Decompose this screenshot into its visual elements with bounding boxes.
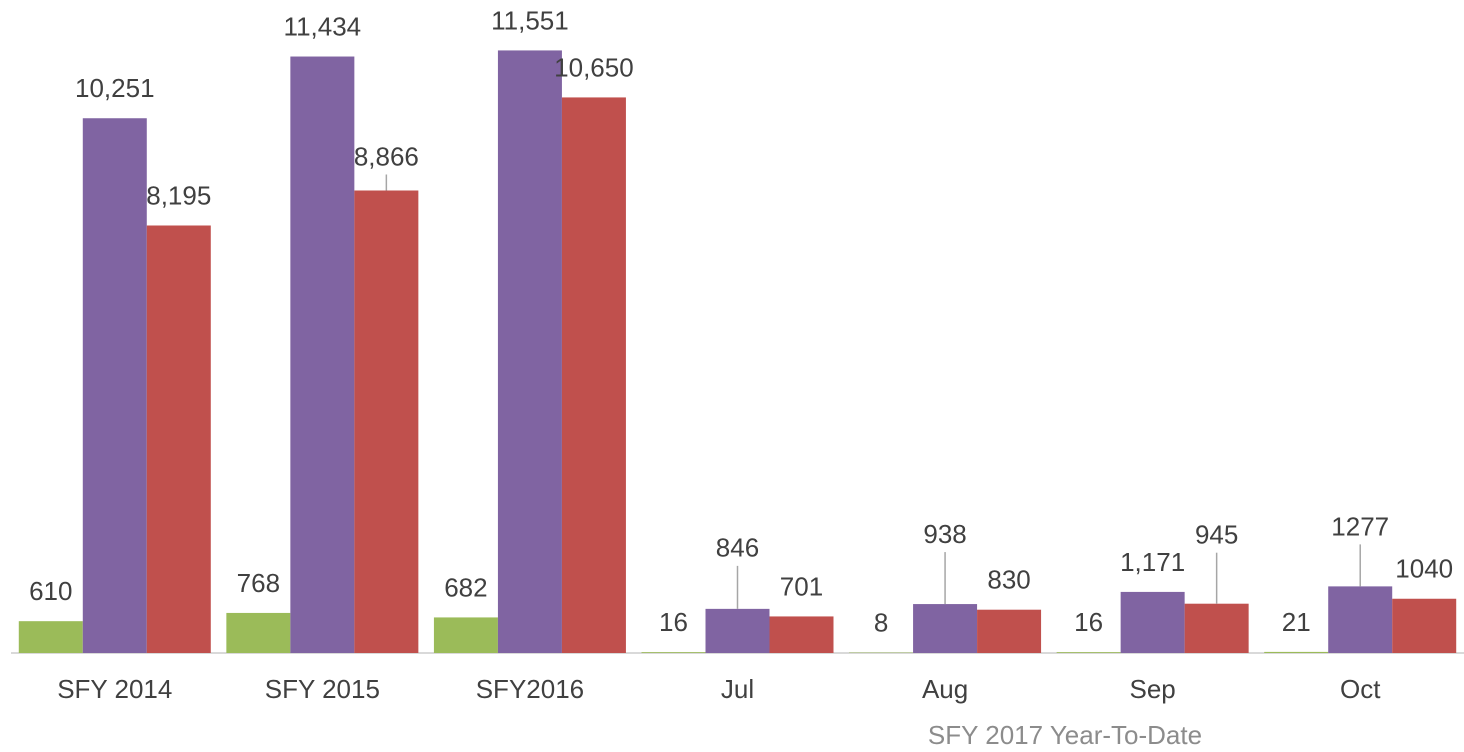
bar [769,616,834,653]
value-label: 938 [923,519,966,549]
bar [1184,603,1249,653]
bar [641,652,706,653]
value-label: 8,195 [146,180,211,210]
value-label: 1277 [1331,511,1389,541]
bar [497,50,562,653]
bar [1328,586,1393,653]
value-label: 8 [874,607,888,637]
value-label: 11,551 [491,5,569,35]
bar [226,612,291,653]
bar [1392,598,1457,653]
bar [561,97,626,654]
bar [290,56,355,654]
value-label: 8,866 [354,141,419,171]
value-label: 21 [1282,607,1311,637]
value-label: 16 [1074,607,1103,637]
x-tick-label: Jul [721,674,754,704]
bar [354,190,419,653]
value-label: 945 [1195,520,1238,550]
bar [913,604,978,653]
x-tick-label: Oct [1340,674,1381,704]
bar [18,621,83,653]
x-tick-label: SFY2016 [476,674,584,704]
bar [705,608,770,653]
bar [1120,591,1185,653]
value-label: 10,251 [75,73,155,103]
value-label: 1,171 [1120,547,1185,577]
x-tick-label: Aug [922,674,968,704]
bar [977,609,1042,653]
value-label: 701 [780,571,823,601]
x-tick-label: Sep [1130,674,1176,704]
value-label: 11,434 [284,11,362,41]
value-label: 10,650 [554,52,634,82]
value-label: 846 [716,533,759,563]
annotation: SFY 2017 Year-To-Date [928,720,1202,750]
bar [1264,651,1329,653]
value-label: 610 [29,576,72,606]
value-label: 682 [444,572,487,602]
bar [1056,652,1121,653]
x-tick-label: SFY 2015 [265,674,380,704]
bar [433,617,498,653]
value-label: 830 [987,565,1030,595]
value-label: 1040 [1395,554,1453,584]
bar [146,225,211,653]
value-label: 16 [659,607,688,637]
bar [82,118,147,653]
value-label: 768 [237,568,280,598]
x-tick-label: SFY 2014 [57,674,172,704]
